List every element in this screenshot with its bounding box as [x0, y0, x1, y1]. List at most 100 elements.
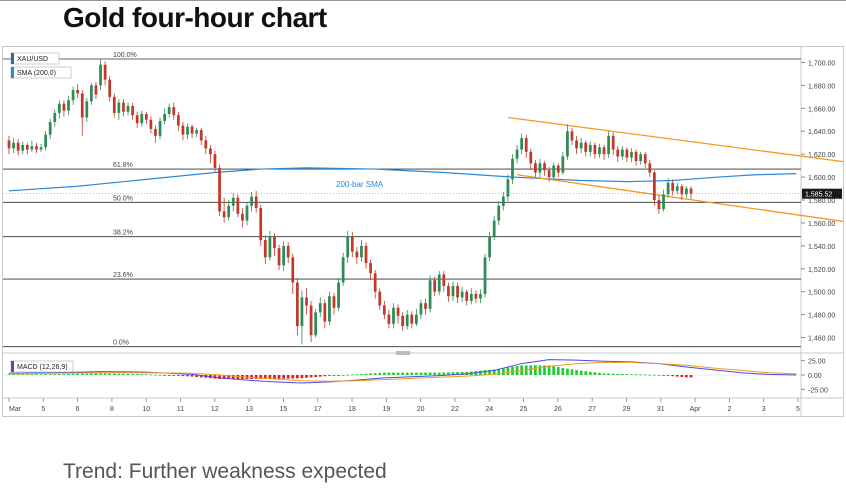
macd-histogram-bar — [318, 375, 322, 377]
macd-histogram-bar — [328, 375, 331, 376]
candle-body — [268, 236, 272, 258]
x-tick-label: 17 — [314, 406, 322, 413]
candle-body — [163, 114, 166, 121]
sma-label: 200-bar SMA — [336, 180, 384, 189]
candle-body — [131, 106, 134, 116]
macd-histogram-bar — [268, 375, 272, 379]
candle-body — [653, 172, 656, 200]
candle-body — [126, 106, 130, 112]
candle-body — [515, 149, 519, 159]
price-tick-label: 1,680.00 — [808, 83, 835, 90]
candle-body — [414, 314, 418, 324]
candle-body — [122, 102, 125, 112]
macd-histogram-bar — [117, 373, 121, 375]
macd-histogram-bar — [218, 375, 221, 379]
macd-histogram-bar — [405, 372, 409, 375]
macd-histogram-bar — [309, 375, 313, 378]
macd-histogram-bar — [607, 373, 610, 375]
candle-body — [634, 151, 638, 162]
macd-histogram-bar — [382, 372, 386, 375]
legend-sma: SMA (200,0) — [10, 66, 72, 79]
candle-body — [231, 197, 235, 206]
candle-body — [460, 291, 464, 298]
candle-body — [639, 154, 643, 162]
macd-histogram-bar — [94, 373, 98, 375]
candle-body — [488, 236, 491, 258]
macd-histogram-bar — [529, 365, 533, 375]
candle-body — [405, 314, 409, 327]
candle-body — [305, 297, 308, 306]
macd-histogram-bar — [588, 371, 592, 375]
macd-histogram-bar — [437, 372, 441, 375]
candle-body — [85, 101, 89, 118]
macd-histogram-bar — [305, 375, 308, 378]
macd-histogram-bar — [675, 375, 679, 377]
candle-body — [689, 188, 693, 194]
legend-symbol-text: XAU/USD — [17, 56, 48, 63]
x-tick-label: 18 — [348, 406, 356, 413]
legend-sma-text: SMA (200,0) — [17, 70, 56, 77]
candle-body — [186, 126, 189, 135]
macd-histogram-bar — [447, 372, 450, 375]
macd-histogram-bar — [506, 367, 510, 375]
candle-body — [94, 85, 98, 95]
x-tick-label: 11 — [177, 406, 184, 413]
candle-body — [538, 163, 542, 173]
macd-histogram-bar — [648, 374, 652, 376]
price-tick-label: 1,700.00 — [808, 60, 835, 67]
macd-histogram-bar — [570, 369, 574, 375]
price-tick-label: 1,580.00 — [808, 198, 835, 205]
x-tick-label: 24 — [485, 406, 493, 413]
macd-line — [8, 359, 797, 384]
macd-histogram-bar — [80, 373, 84, 375]
macd-histogram-bar — [671, 375, 675, 377]
macd-histogram-bar — [282, 375, 286, 379]
candle-body — [456, 285, 459, 298]
fib-level-label: 0.0% — [113, 340, 129, 347]
candlestick-chart[interactable]: 1,700.00 1,680.00 1,660.00 1,640.00 1,620.00… — [3, 47, 843, 416]
legend-macd-text: MACD (12,26,9) — [17, 364, 68, 371]
x-tick-label: 6 — [76, 406, 80, 413]
x-tick-label: 8 — [110, 406, 114, 413]
macd-histogram-bar — [483, 370, 487, 375]
macd-histogram-bar — [424, 372, 427, 375]
candle-body — [25, 144, 29, 150]
macd-histogram-bar — [620, 373, 624, 375]
candle-body — [506, 179, 510, 197]
candle-body — [598, 147, 601, 155]
macd-histogram-bar — [373, 373, 377, 375]
candle-body — [680, 186, 684, 195]
candle-body — [154, 128, 157, 136]
candle-body — [209, 148, 212, 155]
candle-body — [511, 158, 514, 180]
candle-body — [21, 144, 25, 151]
candle-body — [648, 163, 652, 173]
chart-frame[interactable]: 1,700.00 1,680.00 1,660.00 1,640.00 1,620.00… — [2, 46, 844, 417]
macd-histogram-bar — [16, 374, 20, 375]
price-tick-label: 1,600.00 — [808, 175, 835, 182]
macd-histogram-bar — [653, 374, 656, 376]
candle-body — [474, 293, 478, 299]
macd-histogram-bar — [479, 370, 482, 375]
macd-histogram-bar — [263, 375, 267, 379]
channel-upper-line — [507, 116, 843, 163]
candle-body — [579, 142, 583, 149]
candle-body — [204, 140, 208, 149]
macd-histogram-bar — [277, 375, 281, 379]
candle-body — [419, 303, 423, 315]
x-tick-label: 25 — [520, 406, 528, 413]
candle-body — [282, 245, 286, 266]
candle-body — [360, 245, 363, 258]
macd-histogram-bar — [689, 375, 693, 378]
candle-body — [350, 236, 354, 252]
candle-body — [364, 245, 368, 264]
macd-histogram-bar — [543, 365, 546, 375]
candle-body — [575, 140, 578, 149]
candle-body — [501, 196, 505, 206]
candle-body — [341, 257, 345, 283]
x-tick-label: 31 — [657, 406, 665, 413]
price-tick-label: 1,540.00 — [808, 244, 835, 251]
candle-body — [346, 236, 350, 258]
candle-body — [387, 314, 391, 324]
macd-histogram-bar — [556, 367, 560, 375]
